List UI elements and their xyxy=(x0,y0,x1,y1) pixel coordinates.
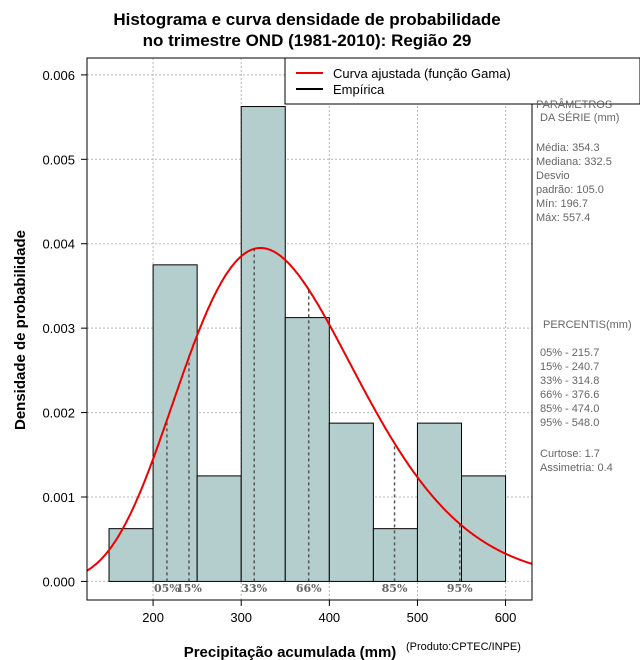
histogram-bar xyxy=(240,106,286,582)
stat-assimetria: Assimetria: 0.4 xyxy=(540,462,613,474)
histogram-bar xyxy=(372,528,418,582)
y-tick-label: 0.002 xyxy=(42,406,75,421)
y-tick-label: 0.004 xyxy=(42,237,75,252)
histogram-bar xyxy=(461,475,507,582)
y-tick-label: 0.006 xyxy=(42,68,75,83)
param-max: Máx: 557.4 xyxy=(536,212,590,224)
param-media: Média: 354.3 xyxy=(536,142,600,154)
stat-curtose: Curtose: 1.7 xyxy=(540,448,600,460)
legend: Curva ajustada (função Gama) Empírica xyxy=(284,57,640,105)
percentile-95: 95% - 548.0 xyxy=(540,417,599,429)
bars-layer xyxy=(108,106,507,582)
percentile-marker-label: 66% xyxy=(296,582,322,595)
y-tick-label: 0.000 xyxy=(42,574,75,589)
legend-empirical-label: Empírica xyxy=(333,82,385,97)
params-title-2: DA SÉRIE (mm) xyxy=(540,111,619,124)
histogram-bar xyxy=(284,317,330,582)
percentile-markers-layer: 05%15% 33% 66% 85% 95% xyxy=(154,248,473,595)
percentile-15: 15% - 240.7 xyxy=(540,361,599,373)
percentis-title: PERCENTIS(mm) xyxy=(543,319,632,331)
legend-box xyxy=(284,57,640,105)
series-parameters-panel: PARÂMETROS DA SÉRIE (mm) Média: 354.3 Me… xyxy=(536,98,619,224)
y-tick-label: 0.005 xyxy=(42,152,75,167)
param-desvio-1: Desvio xyxy=(536,170,570,182)
percentile-marker-label: 85% xyxy=(382,582,408,595)
histogram-bar xyxy=(328,422,374,582)
param-desvio-2: padrão: 105.0 xyxy=(536,184,604,196)
product-credit: (Produto:CPTEC/INPE) xyxy=(406,641,521,653)
params-title-1: PARÂMETROS xyxy=(536,98,612,111)
y-tick-label: 0.003 xyxy=(42,321,75,336)
param-mediana: Mediana: 332.5 xyxy=(536,156,612,168)
axes-layer: 200 300 400 500 600 0.000 0.001 0.002 0.003 0.004… xyxy=(42,68,516,625)
chart-title-line-1: Histograma e curva densidade de probabil… xyxy=(113,10,500,29)
chart-title-line-2: no trimestre OND (1981-2010): Região 29 xyxy=(143,31,472,50)
percentile-05: 05% - 215.7 xyxy=(540,347,599,359)
percentile-85: 85% - 474.0 xyxy=(540,403,599,415)
percentile-66: 66% - 376.6 xyxy=(540,389,599,401)
x-tick-label: 200 xyxy=(142,610,164,625)
y-axis-label: Densidade de probabilidade xyxy=(12,230,29,430)
legend-fitted-label: Curva ajustada (função Gama) xyxy=(333,66,511,81)
percentile-33: 33% - 314.8 xyxy=(540,375,599,387)
x-tick-label: 500 xyxy=(407,610,429,625)
histogram-bar xyxy=(108,528,154,582)
histogram-bar xyxy=(196,475,242,582)
percentile-marker-label: 33% xyxy=(241,582,267,595)
percentile-marker-label: 15% xyxy=(176,582,202,595)
x-axis-label: Precipitação acumulada (mm) xyxy=(184,644,397,660)
percentile-marker-label: 05% xyxy=(154,582,180,595)
param-min: Mín: 196.7 xyxy=(536,198,588,210)
percentile-marker-label: 95% xyxy=(447,582,473,595)
x-tick-label: 600 xyxy=(495,610,517,625)
histogram-bar xyxy=(416,422,463,582)
percentiles-panel: PERCENTIS(mm) 05% - 215.7 15% - 240.7 33… xyxy=(540,319,632,474)
x-tick-label: 400 xyxy=(318,610,340,625)
x-tick-label: 300 xyxy=(230,610,252,625)
gamma-fit-curve xyxy=(86,247,533,572)
histogram-bar xyxy=(152,264,198,582)
y-tick-label: 0.001 xyxy=(42,490,75,505)
